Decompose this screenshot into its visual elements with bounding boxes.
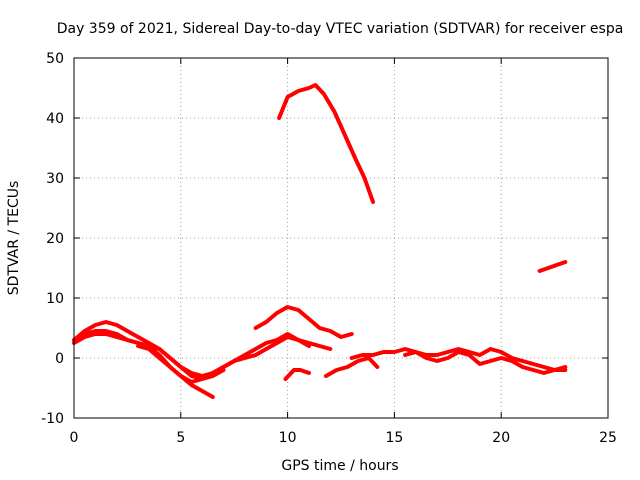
series-line-arc-6 <box>277 83 375 204</box>
series-line-arc-7 <box>283 368 311 381</box>
y-axis-ticks: -10 0 10 20 30 40 50 <box>41 51 608 427</box>
x-tick-label: 5 <box>176 430 185 446</box>
x-tick-label: 20 <box>492 430 510 446</box>
chart-title: Day 359 of 2021, Sidereal Day-to-day VTE… <box>57 21 624 37</box>
x-tick-label: 15 <box>385 430 403 446</box>
y-axis-label: SDTVAR / TECUs <box>6 181 22 296</box>
y-tick-label: 50 <box>46 51 64 67</box>
data-series <box>72 83 568 399</box>
y-tick-label: 10 <box>46 291 64 307</box>
y-tick-label: 0 <box>55 351 64 367</box>
series-line-arc-9 <box>349 347 568 372</box>
y-tick-label: -10 <box>41 411 64 427</box>
y-tick-label: 40 <box>46 111 64 127</box>
series-line-arc-8 <box>324 356 380 378</box>
series-line-arc-4 <box>136 332 311 384</box>
x-tick-label: 0 <box>70 430 79 446</box>
series-line-arc-5 <box>253 305 354 339</box>
x-tick-label: 25 <box>599 430 617 446</box>
x-axis-label: GPS time / hours <box>281 458 398 474</box>
series-line-arc-1 <box>72 329 333 378</box>
series-line-arc-3 <box>72 332 215 399</box>
series-line-arc-11 <box>537 260 568 273</box>
x-tick-label: 10 <box>279 430 297 446</box>
series-line-arc-10 <box>403 350 568 375</box>
y-tick-label: 20 <box>46 231 64 247</box>
x-axis-ticks: 0 5 10 15 20 25 <box>70 58 617 446</box>
y-tick-label: 30 <box>46 171 64 187</box>
